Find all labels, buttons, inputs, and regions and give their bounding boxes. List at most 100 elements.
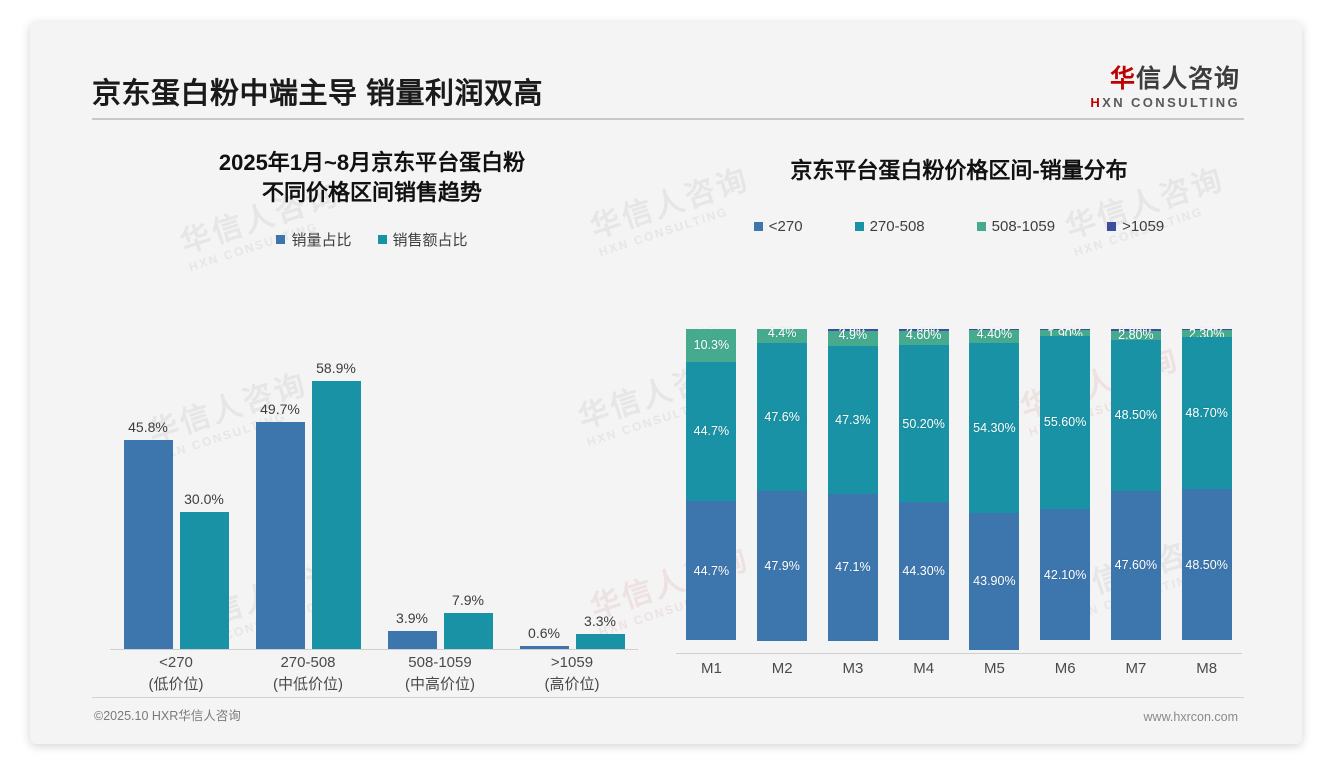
right-chart-x-label: M4	[913, 660, 935, 677]
left-chart-bar[interactable]	[255, 422, 305, 649]
right-chart-x-label: M3	[842, 660, 864, 677]
right-chart-segment-value: 44.7%	[693, 424, 730, 439]
left-chart-bar-value: 45.8%	[128, 419, 168, 436]
x-label-tier: (低价位)	[148, 675, 204, 693]
legend-swatch-icon	[1107, 221, 1117, 231]
right-chart-segment[interactable]: 4.4%	[757, 326, 808, 343]
right-chart-legend-item-0[interactable]: <270	[753, 218, 803, 235]
right-chart-legend-item-2[interactable]: 508-1059	[976, 218, 1055, 235]
left-chart-panel: 2025年1月~8月京东平台蛋白粉 不同价格区间销售趋势 销量占比 销售额占比 4…	[92, 132, 652, 693]
right-chart-segment-value: 42.10%	[1043, 567, 1087, 582]
left-chart-bar-wrapper[interactable]: 58.9%	[311, 341, 361, 649]
right-chart-stack[interactable]: 0.80%4.60%50.20%44.30%	[898, 326, 949, 653]
right-chart-legend: <270 270-508 508-1059 >1059	[670, 218, 1248, 235]
x-label-range: <270	[159, 654, 193, 671]
right-chart-legend-item-1[interactable]: 270-508	[854, 217, 925, 235]
right-chart-group: 0.2%4.4%47.6%47.9%	[747, 326, 818, 653]
right-chart-segment[interactable]: 42.10%	[1040, 509, 1091, 641]
right-chart-group: 0.80%2.80%48.50%47.60%	[1101, 326, 1172, 653]
legend-swatch-icon	[377, 235, 387, 245]
left-chart-legend-item-0[interactable]: 销量占比	[276, 229, 352, 250]
right-chart-stack[interactable]: 0.3%10.3%44.7%44.7%	[686, 326, 737, 653]
left-chart-bar-value: 3.3%	[584, 612, 616, 629]
right-chart-x-axis: M1 M2 M3 M4 M5 M6 M7 M8	[676, 660, 1242, 677]
left-chart-bar[interactable]	[179, 512, 229, 649]
right-chart-segment-value: 47.60%	[1114, 558, 1158, 573]
right-chart-title: 京东平台蛋白粉价格区间-销量分布	[790, 158, 1128, 183]
legend-swatch-icon	[976, 221, 986, 231]
right-chart-stack[interactable]: 0.50%2.30%48.70%48.50%	[1181, 326, 1232, 653]
left-chart-bar-wrapper[interactable]: 3.3%	[575, 341, 625, 649]
left-chart-bar-wrapper[interactable]: 30.0%	[179, 341, 229, 649]
logo-chinese-first-char: 华	[1109, 65, 1136, 93]
right-chart-segment[interactable]: 50.20%	[898, 345, 949, 502]
right-chart-segment[interactable]: 48.50%	[1181, 489, 1232, 641]
right-chart-segment[interactable]: 48.70%	[1181, 337, 1232, 490]
right-chart-panel: 京东平台蛋白粉价格区间-销量分布 <270 270-508 508-1059 >105…	[670, 132, 1248, 692]
left-chart-bar-wrapper[interactable]: 0.6%	[519, 341, 569, 649]
x-label-tier: (高价位)	[544, 675, 600, 693]
right-chart-segment[interactable]: 4.40%	[969, 326, 1020, 344]
right-chart-group: 0.40%1.90%55.60%42.10%	[1030, 326, 1101, 653]
slide-header: 京东蛋白粉中端主导 销量利润双高 华信人咨询 HXN CONSULTING	[30, 22, 1302, 120]
left-chart-bar[interactable]	[519, 645, 569, 649]
right-chart-stack[interactable]: 0.2%4.4%47.6%47.9%	[757, 326, 808, 653]
left-chart-bar-wrapper[interactable]: 49.7%	[255, 341, 305, 649]
right-chart-x-label: M6	[1054, 660, 1076, 677]
legend-label: >1059	[1122, 217, 1165, 235]
right-chart-segment-value: 48.70%	[1185, 406, 1228, 421]
legend-label: 销量占比	[291, 232, 352, 250]
right-chart-segment[interactable]: 47.6%	[757, 342, 808, 492]
right-chart-stack[interactable]: 0.40%1.90%55.60%42.10%	[1040, 326, 1091, 653]
right-chart-group: 0.3%10.3%44.7%44.7%	[676, 326, 747, 653]
left-chart-bar[interactable]	[443, 612, 493, 649]
right-chart-legend-item-3[interactable]: >1059	[1107, 218, 1164, 235]
left-chart-bar[interactable]	[575, 633, 625, 649]
right-chart-segment[interactable]: 47.9%	[757, 491, 808, 641]
right-chart-segment-value: 47.3%	[835, 413, 871, 428]
right-chart-segment[interactable]: 4.60%	[898, 328, 949, 346]
left-chart-bar-wrapper[interactable]: 3.9%	[387, 341, 437, 649]
legend-swatch-icon	[276, 235, 286, 245]
left-chart-group: 0.6% 3.3%	[506, 341, 638, 649]
right-chart-segment[interactable]: 44.7%	[686, 501, 737, 641]
right-chart-segment-value: 48.50%	[1114, 408, 1158, 423]
right-chart-segment-value: 47.1%	[835, 560, 871, 575]
left-chart-bar-value: 3.9%	[396, 609, 428, 626]
left-chart-title-line1: 2025年1月~8月京东平台蛋白粉	[218, 150, 526, 175]
x-label-range: >1059	[550, 654, 594, 671]
right-chart-segment[interactable]: 47.1%	[827, 493, 878, 641]
right-chart-segment-value: 4.40%	[976, 326, 1013, 341]
header-divider	[92, 118, 1244, 120]
right-chart-stack[interactable]: 0.8%4.9%47.3%47.1%	[827, 326, 878, 653]
right-chart-segment[interactable]: 55.60%	[1040, 335, 1091, 510]
right-chart-segment[interactable]: 44.30%	[898, 501, 949, 641]
left-chart-bar[interactable]	[123, 440, 173, 649]
right-chart-segment[interactable]: 2.30%	[1181, 327, 1232, 341]
left-chart-bar[interactable]	[387, 630, 437, 649]
left-chart-bar[interactable]	[311, 380, 361, 649]
right-chart-segment[interactable]: 2.80%	[1110, 328, 1161, 342]
left-chart-bar-wrapper[interactable]: 7.9%	[443, 341, 493, 649]
left-chart-title: 2025年1月~8月京东平台蛋白粉 不同价格区间销售趋势	[92, 132, 652, 207]
right-chart-segment[interactable]: 43.90%	[969, 512, 1020, 650]
right-chart-segment[interactable]: 10.3%	[686, 329, 737, 362]
right-chart-segment[interactable]: 54.30%	[969, 343, 1020, 513]
right-chart-segment-value: 54.30%	[973, 421, 1016, 436]
left-chart-bar-wrapper[interactable]: 45.8%	[123, 341, 173, 649]
right-chart-segment-value: 50.20%	[902, 416, 945, 431]
logo-english-rest: XN CONSULTING	[1102, 95, 1240, 111]
legend-swatch-icon	[753, 221, 763, 231]
right-chart-segment[interactable]: 4.9%	[827, 328, 878, 347]
left-chart-legend-item-1[interactable]: 销售额占比	[377, 229, 468, 250]
legend-label: 270-508	[869, 217, 925, 235]
right-chart-segment[interactable]: 48.50%	[1110, 339, 1161, 492]
right-chart-x-label: M7	[1125, 660, 1147, 677]
right-chart-segment[interactable]: 47.60%	[1110, 491, 1161, 640]
right-chart-stack[interactable]: 0.80%2.80%48.50%47.60%	[1110, 326, 1161, 653]
left-chart-bar-value: 49.7%	[260, 401, 300, 418]
right-chart-segment[interactable]: 47.3%	[827, 346, 878, 494]
right-chart-stack[interactable]: 0.40%4.40%54.30%43.90%	[969, 326, 1020, 653]
right-chart-segment[interactable]: 44.7%	[686, 361, 737, 501]
left-chart-group: 3.9% 7.9%	[374, 341, 506, 649]
